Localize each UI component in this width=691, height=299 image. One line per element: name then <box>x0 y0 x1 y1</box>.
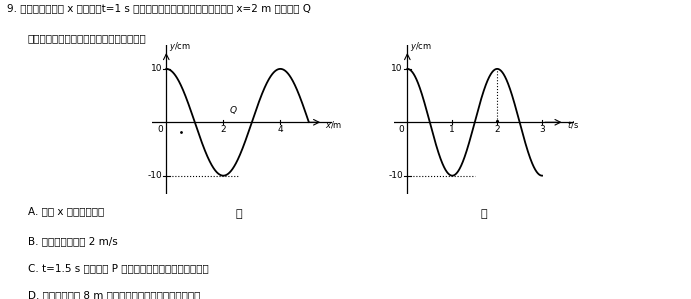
Text: 9. 一列简谐横波沿 x 轴传播，t=1 s 时的波形图如图甲所示，平衡位置在 x=2 m 处的质点 Q: 9. 一列简谐横波沿 x 轴传播，t=1 s 时的波形图如图甲所示，平衡位置在 … <box>7 3 311 13</box>
Text: $x$/m: $x$/m <box>325 119 342 130</box>
Text: A. 波沿 x 轴正方向传播: A. 波沿 x 轴正方向传播 <box>28 206 104 216</box>
Text: 甲: 甲 <box>235 209 242 219</box>
Text: 的振动图像如图乙所示，下列说法正确的是: 的振动图像如图乙所示，下列说法正确的是 <box>28 33 146 43</box>
Text: 0: 0 <box>158 125 164 134</box>
Text: D. 该波遇到宽为 8 m 的缝隙时，会发生明显的衍射现象: D. 该波遇到宽为 8 m 的缝隙时，会发生明显的衍射现象 <box>28 290 200 299</box>
Text: 乙: 乙 <box>480 209 487 219</box>
Text: C. t=1.5 s 时，质点 P 的速度方向和加速度的方向相同: C. t=1.5 s 时，质点 P 的速度方向和加速度的方向相同 <box>28 263 209 273</box>
Text: B. 波的传播速度为 2 m/s: B. 波的传播速度为 2 m/s <box>28 236 117 246</box>
Text: $Q$: $Q$ <box>229 104 238 116</box>
Text: $y$/cm: $y$/cm <box>410 40 433 53</box>
Text: 3: 3 <box>539 125 545 134</box>
Text: $t$/s: $t$/s <box>567 119 579 130</box>
Text: 0: 0 <box>399 125 404 134</box>
Text: 2: 2 <box>220 125 226 134</box>
Text: 2: 2 <box>494 125 500 134</box>
Text: 10: 10 <box>391 64 403 73</box>
Text: -10: -10 <box>147 171 162 180</box>
Text: $y$/cm: $y$/cm <box>169 40 191 53</box>
Text: 4: 4 <box>278 125 283 134</box>
Text: -10: -10 <box>388 171 403 180</box>
Text: 1: 1 <box>449 125 455 134</box>
Text: 10: 10 <box>151 64 162 73</box>
